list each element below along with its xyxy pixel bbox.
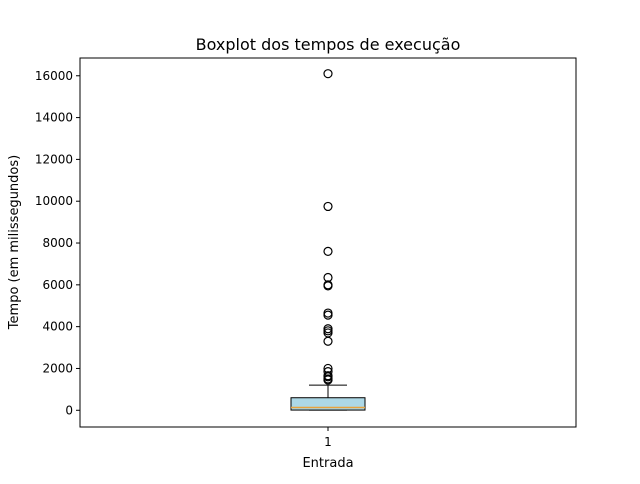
outlier-point bbox=[323, 272, 333, 283]
outlier-point bbox=[323, 308, 333, 318]
chart-title: Boxplot dos tempos de execução bbox=[196, 35, 461, 54]
y-tick-label: 8000 bbox=[42, 236, 73, 250]
outlier-point bbox=[323, 324, 333, 334]
y-tick-label: 12000 bbox=[35, 152, 73, 166]
outlier-point bbox=[323, 366, 333, 377]
y-tick-label: 2000 bbox=[42, 361, 73, 375]
y-tick-label: 10000 bbox=[35, 194, 73, 208]
axis-ticks: 0 2000 4000 6000 8000 10000 12000 14000 16000 1 bbox=[35, 69, 332, 449]
y-tick-label: 4000 bbox=[42, 320, 73, 334]
y-tick-label: 16000 bbox=[35, 69, 73, 83]
y-axis-label: Tempo (em milissegundos) bbox=[7, 155, 22, 330]
outlier-point bbox=[323, 69, 333, 79]
outlier-point bbox=[323, 201, 333, 212]
outlier-point bbox=[323, 280, 333, 290]
outlier-point bbox=[323, 246, 333, 256]
y-tick-label: 6000 bbox=[42, 278, 73, 292]
x-axis-label: Entrada bbox=[302, 456, 353, 471]
outlier-point bbox=[323, 363, 333, 374]
plot-marks bbox=[290, 69, 366, 411]
plot-frame bbox=[79, 57, 577, 428]
x-tick-label: 1 bbox=[324, 435, 332, 449]
outlier-point bbox=[323, 371, 333, 381]
y-tick-label: 0 bbox=[65, 403, 73, 417]
y-tick-label: 14000 bbox=[35, 111, 73, 125]
